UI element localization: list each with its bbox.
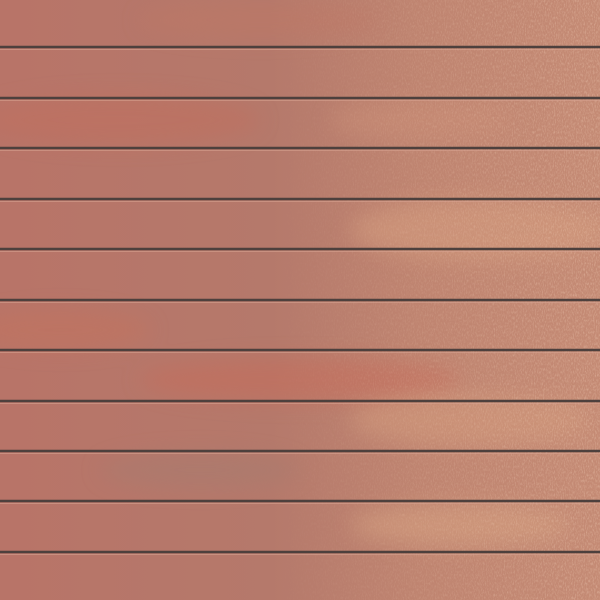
grout-lines: [0, 45, 600, 555]
